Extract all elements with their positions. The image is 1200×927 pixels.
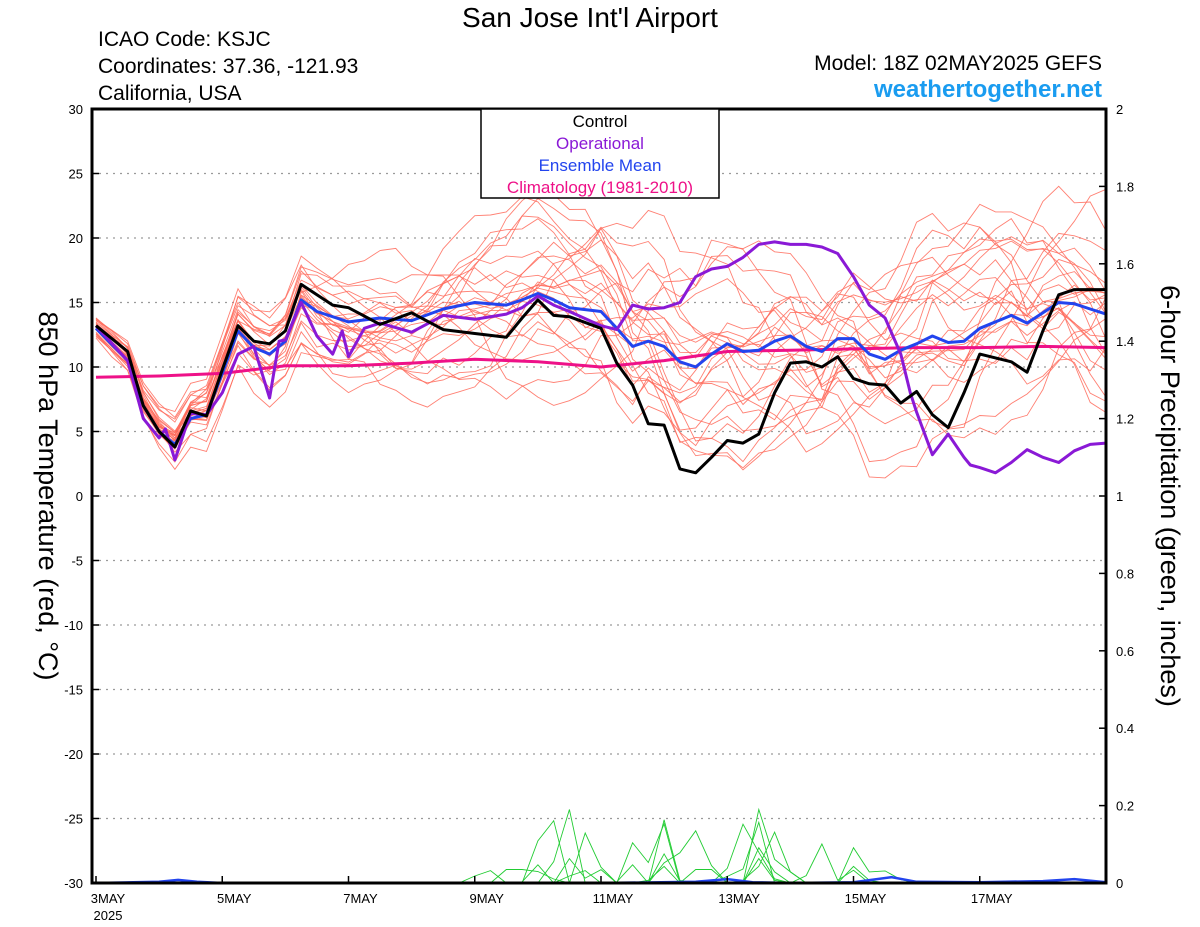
ensemble-member-line	[95, 279, 1107, 443]
y2-tick-label: 1.6	[1116, 257, 1134, 272]
y-tick-label: -5	[71, 554, 83, 569]
y-tick-label: -20	[64, 747, 83, 762]
x-tick-label: 13MAY	[718, 891, 760, 906]
y2-axis-title: 6-hour Precipitation (green, inches)	[1155, 285, 1185, 707]
y2-tick-label: 1.8	[1116, 179, 1134, 194]
y-tick-label: 15	[69, 296, 83, 311]
legend-box	[480, 108, 720, 199]
ensemble-member-line	[95, 185, 1107, 471]
chart-title: San Jose Int'l Airport	[462, 2, 718, 33]
x-tick-label: 9MAY	[470, 891, 505, 906]
y2-tick-label: 1.2	[1116, 412, 1134, 427]
precip-member-line	[96, 831, 1106, 884]
model-run: Model: 18Z 02MAY2025 GEFS	[814, 52, 1102, 75]
ensemble-member-line	[95, 255, 1107, 429]
coordinates: Coordinates: 37.36, -121.93	[98, 55, 359, 78]
ensemble-member-line	[95, 287, 1107, 441]
series-line-ensemble-mean	[94, 292, 1107, 446]
precipitation-lines	[95, 807, 1107, 885]
legend-entry: Ensemble Mean	[539, 156, 662, 175]
series-line-control	[95, 282, 1106, 475]
ensemble-member-line	[95, 240, 1107, 439]
ensemble-member-line	[95, 255, 1107, 434]
ensemble-member-line	[95, 197, 1107, 463]
precip-member-line	[96, 831, 1106, 884]
main-series	[94, 240, 1107, 475]
ensemble-member-line	[95, 258, 1107, 436]
y-axis-title: 850 hPa Temperature (red, °C)	[33, 312, 63, 681]
y-tick-label: -25	[64, 812, 83, 827]
legend: Control Operational Ensemble Mean Climatolo…	[480, 108, 720, 199]
y-tick-label: 20	[69, 231, 83, 246]
y-tick-label: 10	[69, 360, 83, 375]
y2-tick-label: 0.6	[1116, 644, 1134, 659]
ensemble-member-line	[95, 240, 1107, 450]
y-tick-label: -30	[64, 876, 83, 891]
icao-code: ICAO Code: KSJC	[98, 28, 271, 51]
y-tick-label: 5	[76, 425, 83, 440]
grid-lines	[92, 172, 1106, 820]
ensemble-member-line	[95, 271, 1107, 436]
y2-tick-label: 1	[1116, 489, 1123, 504]
y2-tick-label: 0.2	[1116, 799, 1134, 814]
ensemble-member-line	[95, 217, 1107, 453]
x-tick-label: 5MAY	[217, 891, 252, 906]
ensemble-member-line	[95, 284, 1107, 447]
y-tick-label: 0	[76, 489, 83, 504]
y2-tick-label: 0.4	[1116, 721, 1134, 736]
y2-tick-label: 0.8	[1116, 566, 1134, 581]
y2-tick-label: 2	[1116, 102, 1123, 117]
x-tick-sublabel: 2025	[94, 908, 123, 923]
axis-ticks: 302520151050-5-10-15-20-25-3021.81.61.41…	[64, 102, 1134, 923]
y-tick-label: -15	[64, 683, 83, 698]
y2-tick-label: 1.4	[1116, 334, 1134, 349]
x-tick-label: 15MAY	[845, 891, 887, 906]
site-link[interactable]: weathertogether.net	[873, 76, 1102, 103]
legend-entry: Operational	[556, 134, 644, 153]
x-tick-label: 7MAY	[343, 891, 378, 906]
precip-member-line	[96, 807, 1106, 884]
series-line-climatology-1981-2010-	[95, 344, 1107, 379]
y-tick-label: 30	[69, 102, 83, 117]
ensemble-member-line	[95, 188, 1107, 471]
x-tick-label: 17MAY	[971, 891, 1013, 906]
y2-tick-label: 0	[1116, 876, 1123, 891]
precip-member-line	[96, 822, 1106, 884]
ensemble-members	[95, 185, 1107, 479]
legend-entry: Climatology (1981-2010)	[507, 178, 693, 197]
ensemble-member-line	[95, 232, 1107, 463]
series-line-operational	[94, 240, 1107, 475]
ensemble-member-line	[95, 196, 1107, 469]
legend-entry: Control	[573, 112, 628, 131]
precip-member-line	[96, 809, 1106, 884]
y-tick-label: -10	[64, 618, 83, 633]
x-tick-label: 11MAY	[593, 891, 634, 906]
ensemble-member-line	[95, 188, 1107, 479]
precip-member-line	[96, 819, 1106, 884]
x-tick-label: 3MAY	[91, 891, 126, 906]
y-tick-label: 25	[69, 167, 83, 182]
region: California, USA	[98, 82, 242, 105]
